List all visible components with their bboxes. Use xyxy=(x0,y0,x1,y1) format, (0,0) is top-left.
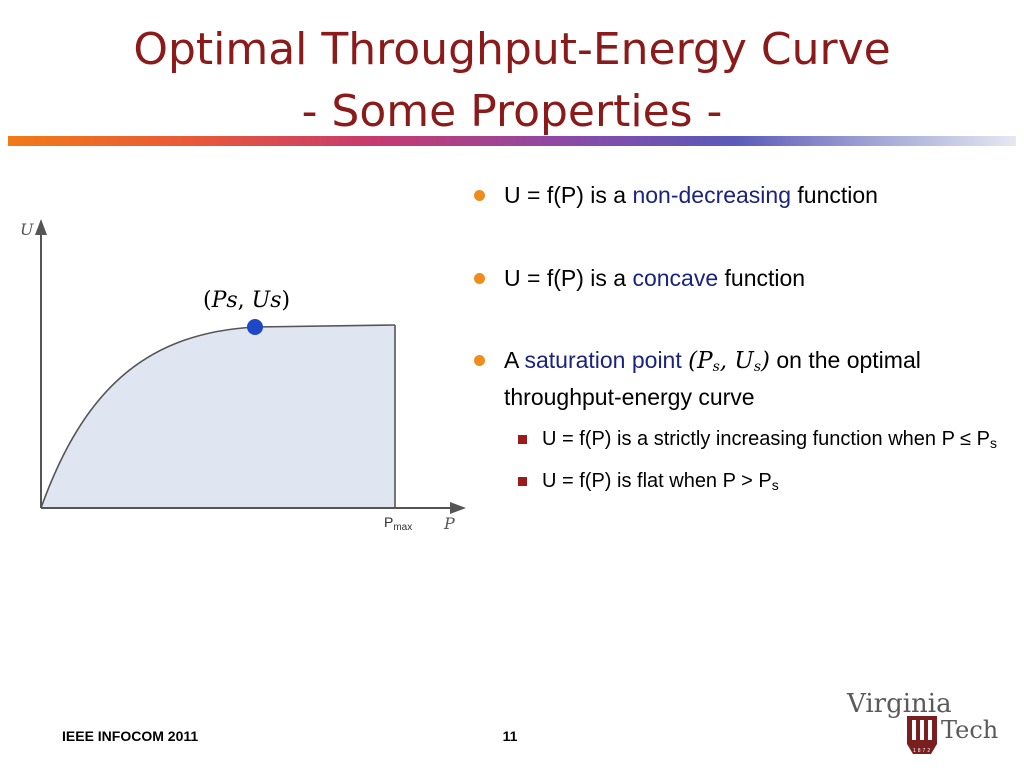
throughput-curve xyxy=(40,324,396,509)
pmax-tick-main: P xyxy=(384,514,393,530)
bullet-highlight-concave: concave xyxy=(632,265,719,291)
x-axis-label: P xyxy=(443,514,455,533)
slide-title-line2: - Some Properties - xyxy=(301,86,723,137)
sub-bullet-text-main: U = f(P) is a strictly increasing functi… xyxy=(542,428,991,450)
sub-bullet-subscript: s xyxy=(771,477,779,493)
bullet-highlight-saturation-point: saturation point xyxy=(524,347,682,373)
sub-bullet-subscript: s xyxy=(990,435,998,451)
sub-bullet-text: U = f(P) is flat when P > Ps xyxy=(542,470,779,493)
sub-bullet-text: U = f(P) is a strictly increasing functi… xyxy=(542,428,998,451)
bullet-text-suffix: on the optimal throughput-energy curve xyxy=(504,347,921,410)
pmax-tick-subscript: max xyxy=(393,522,412,533)
bullet-dot xyxy=(474,355,485,366)
sub-bullet-text-main: U = f(P) is flat when P > P xyxy=(542,470,772,492)
saturation-point-label: (𝑃𝑠, 𝑈𝑠) xyxy=(203,288,290,313)
bullet-text-suffix: function xyxy=(791,182,878,208)
sub-bullet-square xyxy=(518,477,527,486)
footer-page-number: 11 xyxy=(502,728,518,744)
footer-conference: IEEE INFOCOM 2011 xyxy=(62,728,199,744)
sub-bullet-flat: U = f(P) is flat when P > Ps xyxy=(472,468,1012,498)
virginia-tech-logo: Virginia 1872 Tech xyxy=(846,689,998,754)
bullet-text-prefix: A xyxy=(504,347,525,373)
math-p-sub: s xyxy=(712,359,720,375)
pmax-tick-label: Pmax xyxy=(384,514,412,533)
slide-title-line1: Optimal Throughput-Energy Curve xyxy=(133,24,891,75)
math-p: P xyxy=(697,348,713,374)
bullet-dot xyxy=(474,273,485,284)
bullet-text-prefix: U = f(P) is a xyxy=(504,182,633,208)
bullet-item-nondecreasing: U = f(P) is a non-decreasing function xyxy=(472,180,1012,210)
bullet-item-concave: U = f(P) is a concave function xyxy=(472,263,1012,293)
bullet-item-saturation-point: A saturation point (Ps, Us) on the optim… xyxy=(472,345,1012,412)
sub-bullet-strictly-increasing: U = f(P) is a strictly increasing functi… xyxy=(472,426,1012,456)
bullet-dot xyxy=(474,190,485,201)
bullet-text-prefix: U = f(P) is a xyxy=(504,265,633,291)
math-u-sub: s xyxy=(753,359,761,375)
bullet-list: U = f(P) is a non-decreasing function U … xyxy=(472,176,1012,498)
y-axis-arrow xyxy=(35,219,47,235)
saturation-point-marker xyxy=(247,319,263,335)
sub-bullet-square xyxy=(518,435,527,444)
title-gradient-bar xyxy=(8,136,1016,146)
bullet-text-suffix: function xyxy=(718,265,806,291)
logo-virginia-text: Virginia xyxy=(846,689,952,719)
saturation-point-math: (Ps, Us) xyxy=(688,348,770,375)
logo-tech-text: Tech xyxy=(941,716,998,744)
logo-seal-year: 1872 xyxy=(913,748,932,754)
y-axis-label: U xyxy=(20,220,34,239)
math-u: U xyxy=(734,348,754,374)
bullet-highlight-nondecreasing: non-decreasing xyxy=(632,182,792,208)
throughput-energy-plot: U P Pmax (𝑃𝑠, 𝑈𝑠) xyxy=(20,219,466,533)
area-under-curve xyxy=(41,325,395,508)
logo-seal xyxy=(907,716,937,754)
x-axis-arrow xyxy=(450,502,466,514)
